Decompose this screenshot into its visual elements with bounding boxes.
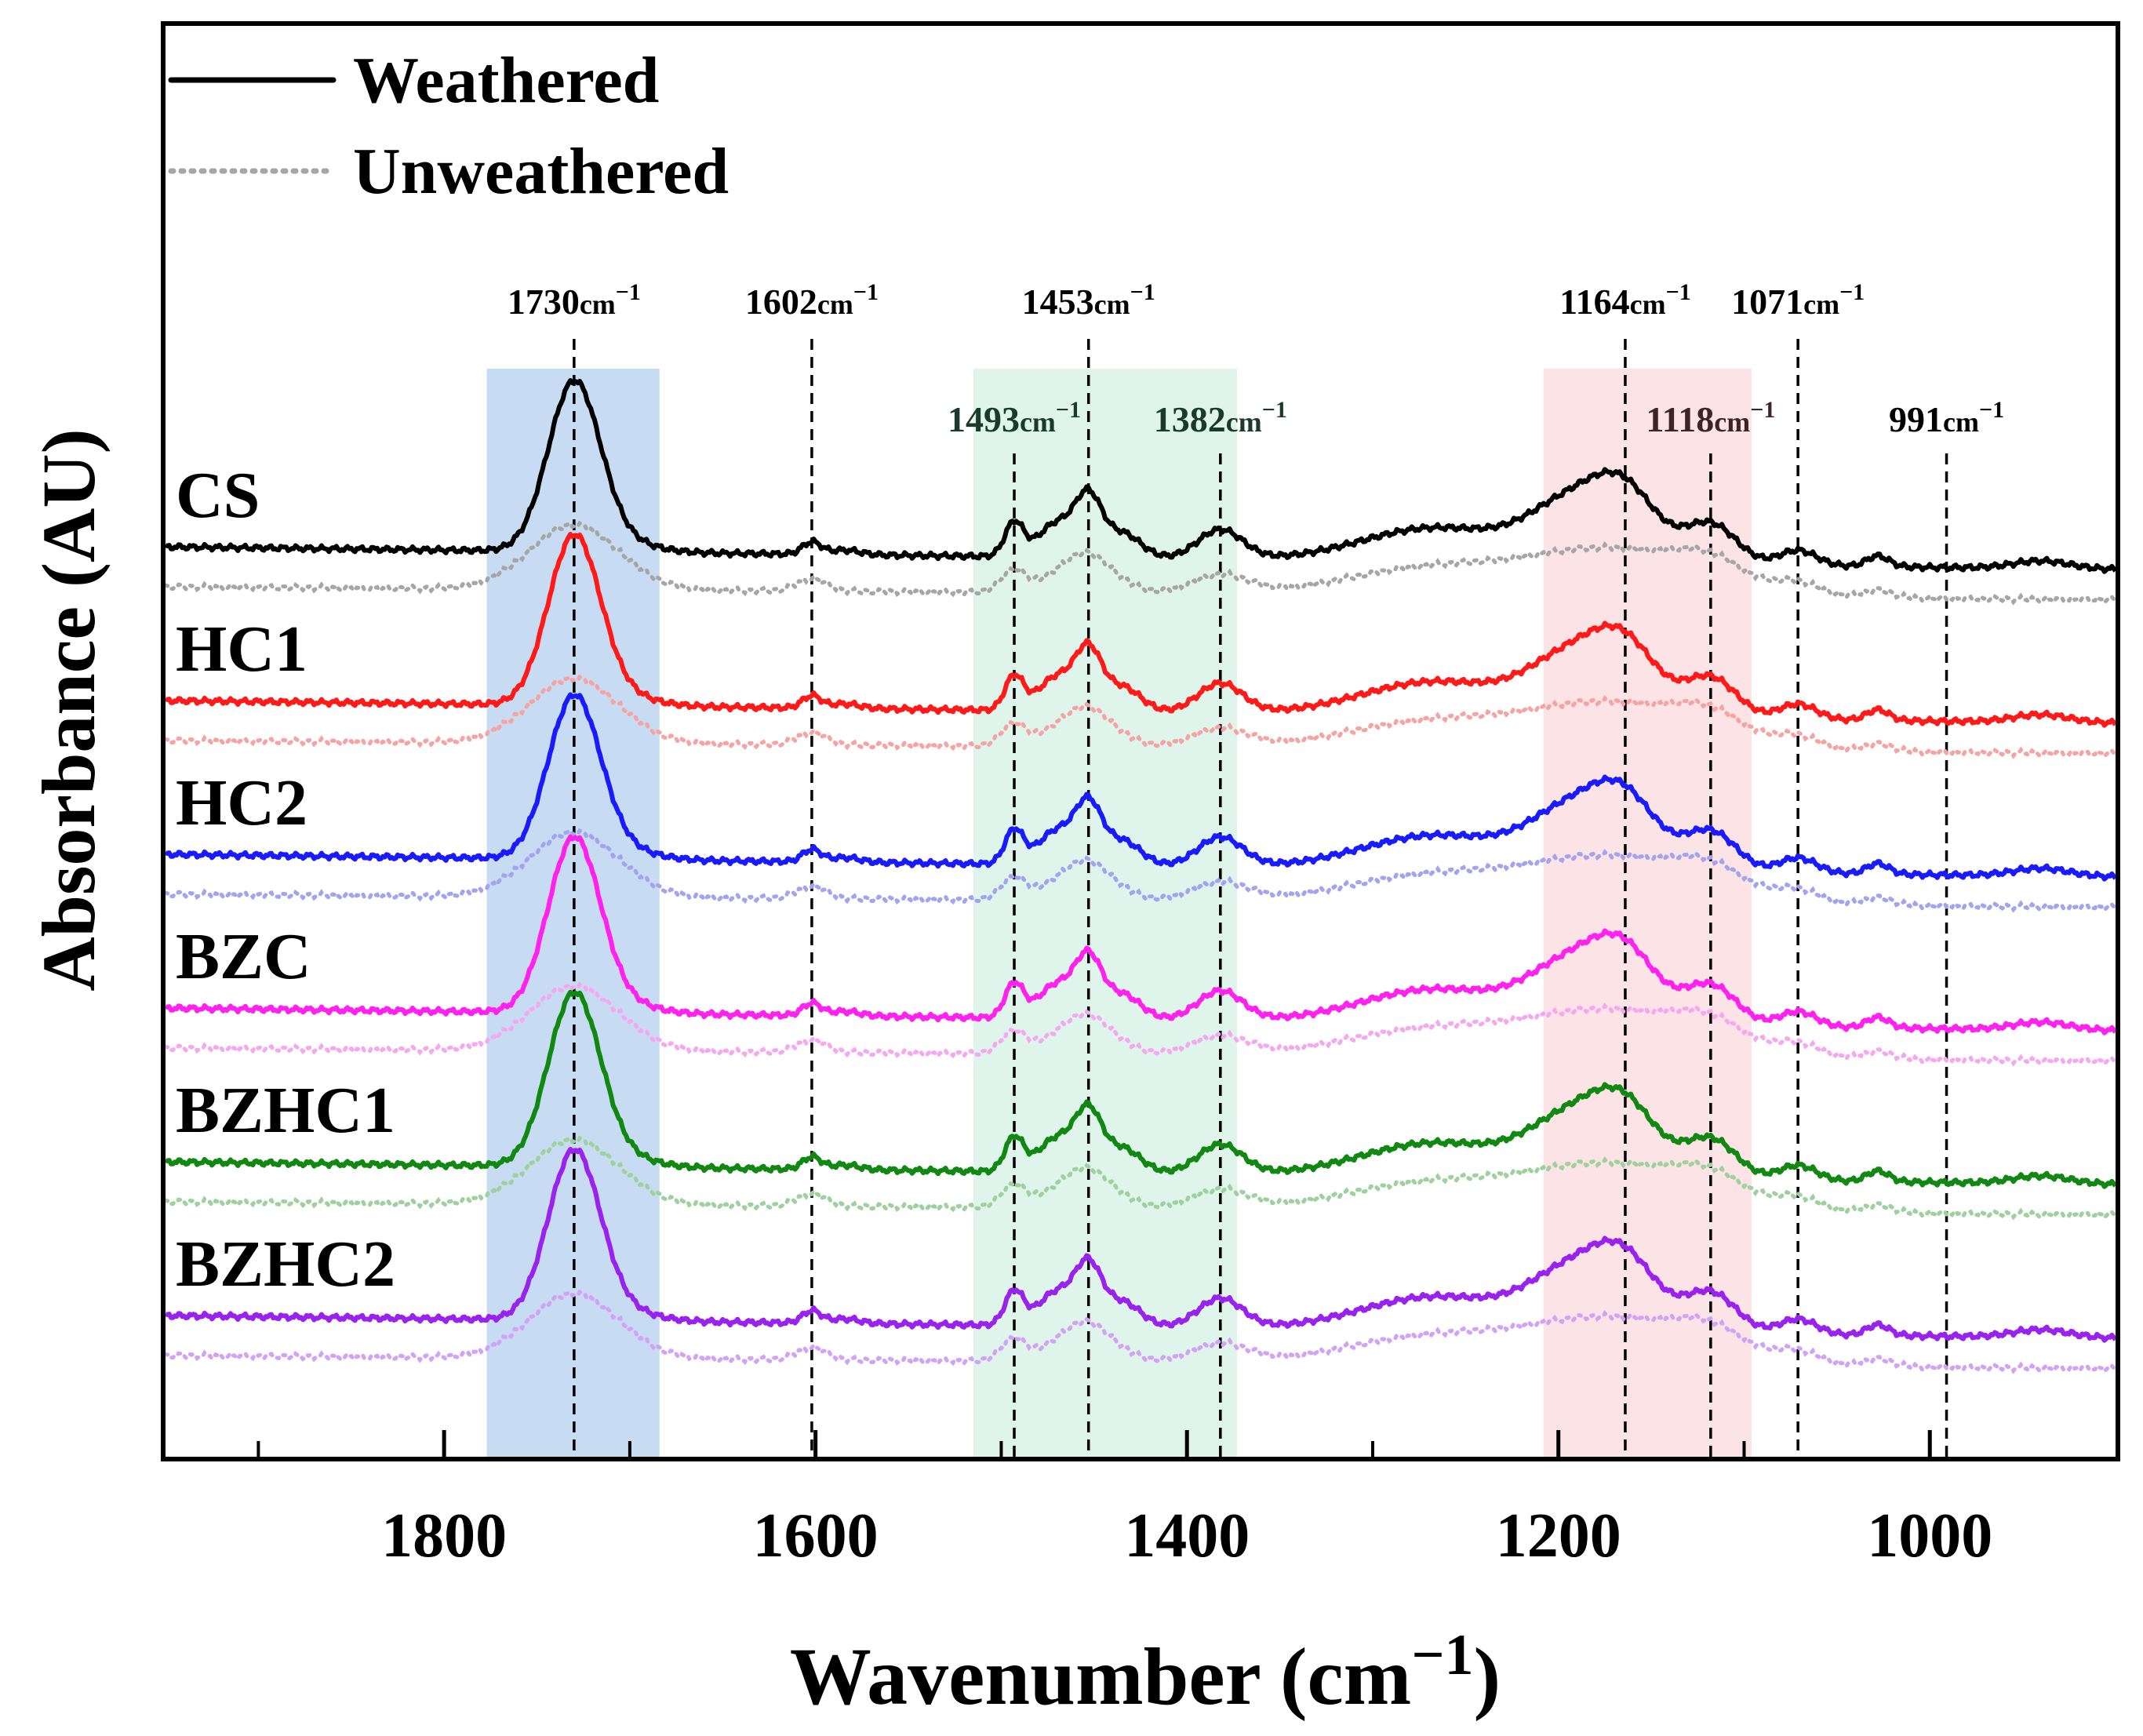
peak-label-1071: 1071cm−1: [1731, 279, 1865, 322]
peak-label-1164: 1164cm−1: [1559, 279, 1691, 322]
peak-label-1118: 1118cm−1: [1646, 397, 1775, 439]
x-axis: 1800 1600 1400 1200 1000: [257, 1430, 1992, 1570]
series-label-cs: CS: [176, 459, 260, 532]
x-axis-title-close: ): [1473, 1632, 1501, 1722]
y-axis-title: Absorbance (AU): [27, 428, 111, 991]
series-label-bzhc1: BZHC1: [176, 1074, 395, 1147]
highlight-band-2: [973, 369, 1238, 1457]
spectra-series: [163, 378, 2118, 1375]
x-axis-title-main: Wavenumber: [790, 1632, 1260, 1722]
legend: Weathered Unweathered: [168, 44, 729, 208]
plot-frame: [161, 21, 2120, 1461]
series-label-hc1: HC1: [176, 613, 307, 686]
x-tick-label-1400: 1400: [1124, 1501, 1250, 1570]
highlight-bands: [486, 369, 1752, 1457]
x-axis-title-superscript: −1: [1411, 1623, 1473, 1687]
peak-label-1730: 1730cm−1: [508, 279, 641, 322]
series-name-labels: CS HC1 HC2 BZC BZHC1 BZHC2: [176, 459, 395, 1301]
series-weathered-bzhc2: [164, 1147, 2118, 1343]
peak-label-991: 991cm−1: [1889, 397, 2004, 439]
peak-label-1453: 1453cm−1: [1022, 279, 1155, 322]
x-tick-label-1200: 1200: [1496, 1501, 1621, 1570]
peak-annotations: 1730cm−1 1602cm−1 1453cm−1 1164cm−1 1071cm−1…: [508, 279, 2004, 439]
x-tick-label-1000: 1000: [1867, 1501, 1992, 1570]
x-axis-title-unit: (cm: [1280, 1632, 1411, 1722]
peak-label-1602: 1602cm−1: [745, 279, 879, 322]
x-tick-label-1800: 1800: [381, 1501, 507, 1570]
series-label-bzc: BZC: [176, 920, 311, 993]
highlight-band-1: [486, 369, 660, 1457]
series-label-bzhc2: BZHC2: [176, 1228, 395, 1301]
series-weathered-bzc: [164, 834, 2118, 1035]
x-tick-label-1600: 1600: [753, 1501, 879, 1570]
x-axis-title-space: [1260, 1632, 1280, 1722]
peak-label-1493: 1493cm−1: [948, 397, 1081, 439]
x-axis-title: Wavenumber (cm−1): [790, 1623, 1501, 1722]
peak-label-1382: 1382cm−1: [1154, 397, 1287, 439]
series-label-hc2: HC2: [176, 766, 307, 839]
series-weathered-hc1: [164, 532, 2118, 728]
legend-label-unweathered: Unweathered: [353, 135, 729, 208]
series-weathered-bzhc1: [164, 989, 2118, 1189]
series-weathered-hc2: [164, 692, 2118, 882]
legend-label-weathered: Weathered: [353, 44, 659, 117]
series-weathered-cs: [164, 378, 2118, 574]
